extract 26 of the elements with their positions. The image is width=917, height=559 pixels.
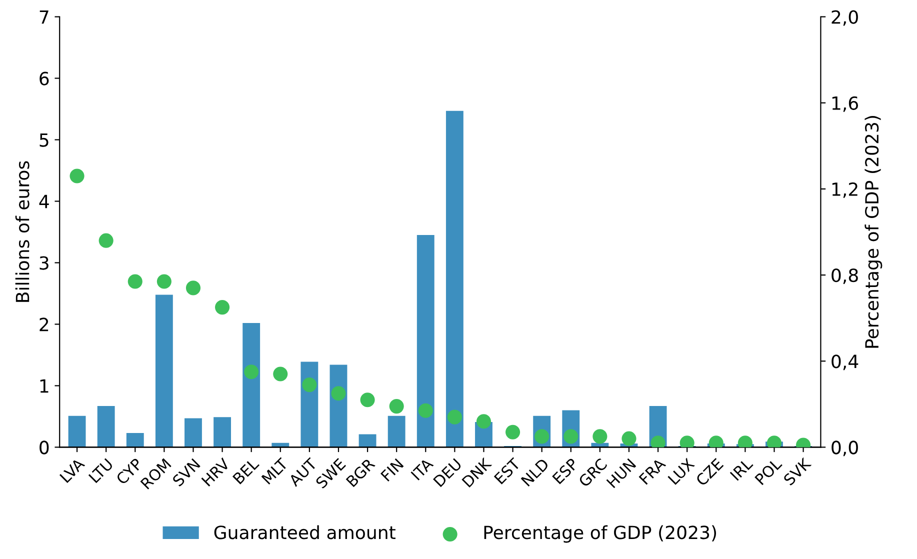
y2-tick-label: 1,2 [832,182,858,198]
y2-tick-label: 0,8 [832,268,858,284]
legend-label: Percentage of GDP (2023) [484,525,716,543]
x-tick-label: FIN [380,458,404,482]
x-tick-label: LVA [60,457,86,483]
y2-tick-label: 0,0 [832,440,858,456]
x-tick-label: LTU [88,458,114,484]
x-tick-label: BEL [232,457,260,484]
x-tick-label: POL [754,457,783,486]
y-tick-label: 3 [40,256,48,270]
y-tick-label: 7 [40,10,48,24]
x-tick-label: ITA [410,457,434,480]
y-tick-label: 4 [39,194,49,208]
y2-tick-label: 0,4 [832,354,858,370]
y-tick-label: 6 [40,72,49,86]
y2-tick-label: 2,0 [832,10,858,26]
y-tick-label: 2 [40,318,48,332]
legend-label: Guaranteed amount [214,525,396,540]
y-axis-title: Billions of euros [15,161,30,302]
y-tick-label: 1 [40,379,48,393]
y2-axis-title: Percentage of GDP (2023) [864,116,882,348]
y2-tick-label: 1,6 [832,96,858,112]
y-tick-label: 5 [40,133,48,147]
x-tick-label: IRL [730,457,754,481]
x-tick-label: FRA [638,457,666,485]
y-tick-label: 0 [40,440,49,454]
